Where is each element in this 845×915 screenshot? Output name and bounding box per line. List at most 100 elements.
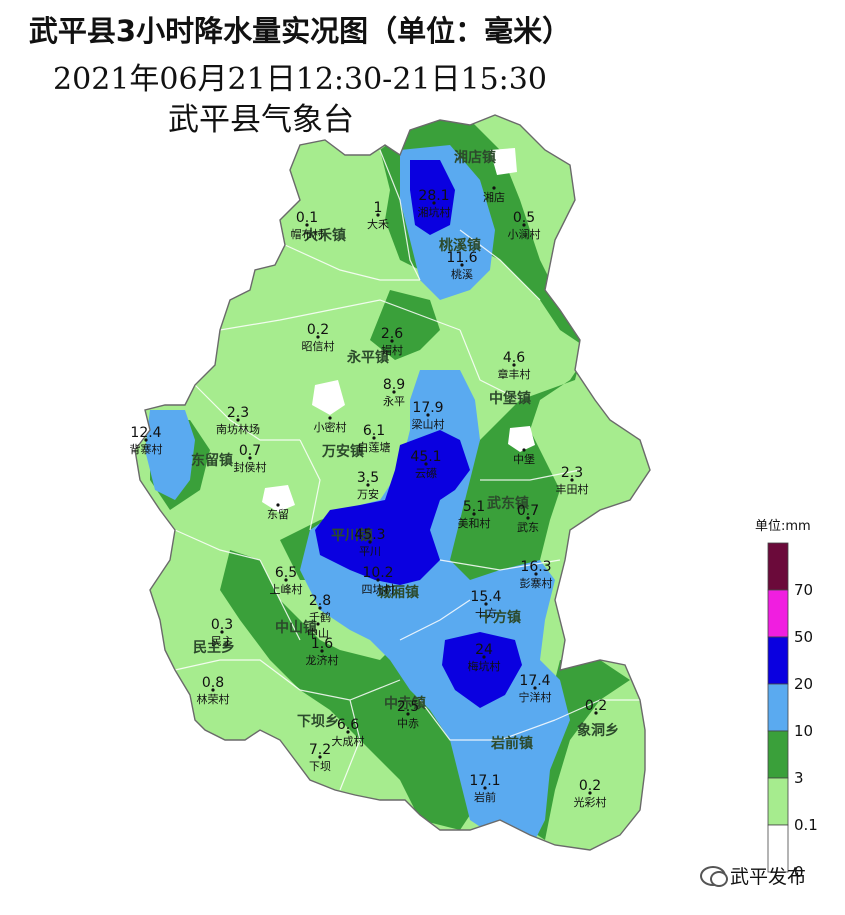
weather-station: 0.2 [585,698,607,715]
town-label: 民主乡 [193,639,235,656]
station-name: 平川 [359,545,381,558]
station-value: 0.2 [585,698,607,714]
town-label: 中赤镇 [384,695,426,712]
station-dot [534,572,538,576]
station-name: 千鹤 [309,610,331,624]
station-name: 帽布村 [291,227,324,241]
station-name: 湘坑村 [418,205,451,219]
station-dot [144,438,148,442]
station-value: 0.2 [579,778,601,794]
town-label: 岩前镇 [490,735,533,752]
station-dot [526,516,530,520]
station-name: 章丰村 [498,367,531,381]
station-dot [522,223,526,227]
weather-station: 湘店 [483,186,505,204]
legend-swatch [767,636,789,685]
town-label: 象洞乡 [577,722,619,739]
station-value: 3.5 [357,470,379,486]
station-name: 昭信村 [302,339,335,353]
weather-station: 东留 [267,503,289,521]
station-dot [236,418,240,422]
map-time-range: 2021年06月21日12:30-21日15:30 [53,62,547,97]
town-label: 下坝乡 [297,714,339,730]
legend-swatch [767,730,789,779]
station-value: 0.1 [296,210,318,226]
watermark: 武平发布 [700,862,806,889]
legend-swatch [767,824,789,873]
station-dot [492,186,496,190]
station-name: 背寨村 [130,442,163,456]
station-value: 15.4 [470,589,501,605]
station-name: 万安 [357,487,379,501]
station-name: 梁山村 [412,417,445,431]
station-dot [366,483,370,487]
station-value: 28.1 [418,188,449,204]
watermark-text: 武平发布 [730,866,807,888]
station-value: 1 [374,200,383,216]
station-name: 十方 [475,606,497,620]
station-dot [472,512,476,516]
station-name: 中山 [307,627,329,640]
weather-station: 中堡 [513,448,535,466]
weather-station: 2.5 中赤 [397,699,419,730]
station-name: 云礤 [415,467,437,480]
station-value: 6.5 [275,565,297,581]
legend-label: 20 [794,675,813,693]
station-name: 南坊林场 [216,422,260,436]
weather-station: 0.7 武东 [517,503,539,534]
station-name: 林荣村 [197,692,230,706]
station-value: 4.6 [503,350,525,366]
station-dot [483,786,487,790]
station-name: 民主 [211,635,233,648]
legend-label: 50 [794,628,813,646]
legend: 70 50 20 10 3 0.1 0 [767,542,818,881]
station-value: 10.2 [362,565,393,581]
town-label: 万安镇 [321,443,364,460]
town-label: 中山镇 [275,619,317,636]
legend-label: 70 [794,581,813,599]
station-dot [484,602,488,606]
station-name: 龙济村 [306,653,339,667]
station-name: 大成村 [332,734,365,748]
station-dot [588,791,592,795]
station-dot [533,686,537,690]
station-name: 小澜村 [508,227,541,241]
station-name: 中赤 [397,717,419,730]
station-value: 0.3 [211,617,233,633]
weather-station: 中山 [307,622,329,640]
station-value: 2.3 [227,405,249,421]
map-title: 武平县3小时降水量实况图（单位：毫米） [28,14,572,48]
station-name: 梅坑村 [468,659,501,673]
station-name: 封侯村 [234,460,267,474]
weather-station: 45.1 云礤 [410,449,441,480]
station-dot [406,712,410,716]
station-dot [318,606,322,610]
weather-station: 7.2下坝 [309,742,331,773]
station-name: 小密村 [314,420,347,434]
station-name: 帽村 [381,343,403,357]
station-name: 四坑村 [362,582,395,596]
station-value: 8.9 [383,377,405,393]
weather-station: 3.5万安 [357,470,379,501]
station-name: 桃溪 [451,267,473,281]
station-dot [284,578,288,582]
station-value: 17.4 [519,673,550,689]
station-value: 6.1 [363,423,385,439]
legend-swatch [767,683,789,732]
station-value: 24 [475,642,493,658]
station-dot [482,655,486,659]
station-dot [570,478,574,482]
station-dot [305,223,309,227]
town-label: 桃溪镇 [439,237,481,254]
